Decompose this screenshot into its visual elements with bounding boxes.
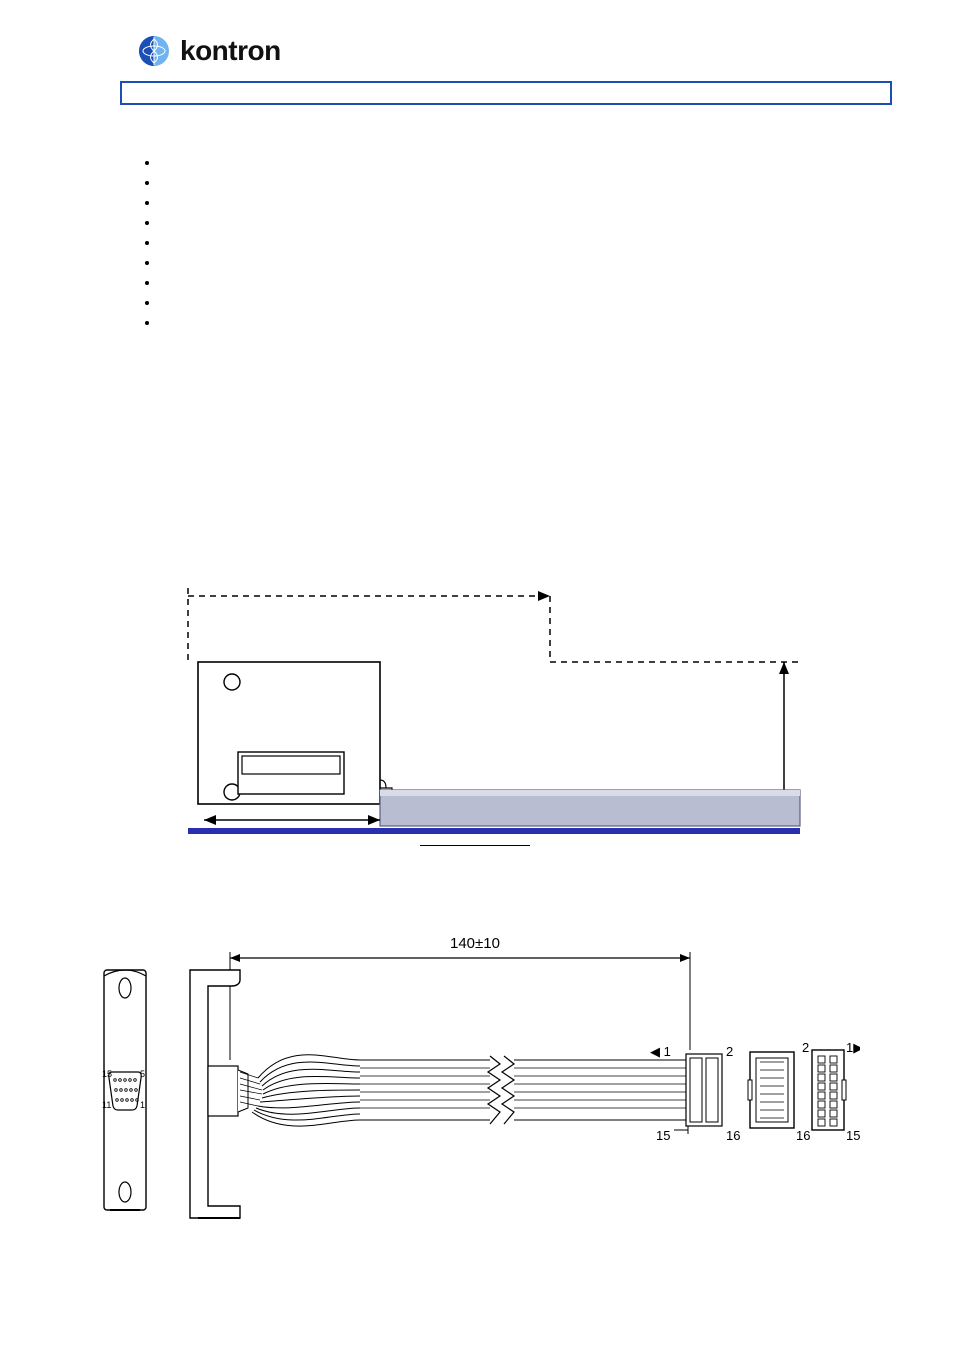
svg-text:16: 16 [726,1128,740,1143]
svg-text:1▶: 1▶ [846,1040,860,1055]
svg-text:2: 2 [726,1044,733,1059]
bullet-list [160,153,894,333]
list-item [160,253,894,273]
list-item [160,193,894,213]
brand-text: kontron [180,35,281,67]
cable-diagram: 140±10 15 5 [90,930,860,1230]
bracket-front-view: 15 5 11 1 [102,970,146,1210]
kontron-logo-icon [138,35,170,67]
diagram-caption-underline [420,845,530,846]
svg-text:15: 15 [102,1069,112,1079]
svg-text:15: 15 [846,1128,860,1143]
title-bar [120,81,892,105]
ribbon-cable [252,1055,690,1126]
bracket-diagram [180,588,820,848]
idc-connector: ◀ 1 2 15 16 [650,1044,740,1143]
idc-plug [748,1052,794,1128]
header: kontron [60,35,894,105]
board-header: 2 1▶ 16 15 [796,1040,860,1143]
svg-text:5: 5 [140,1069,145,1079]
svg-text:15: 15 [656,1128,670,1143]
svg-text:◀ 1: ◀ 1 [650,1044,671,1059]
bullet-section [120,153,894,333]
svg-text:1: 1 [140,1100,145,1110]
svg-text:16: 16 [796,1128,810,1143]
bracket-side-view [190,970,262,1218]
list-item [160,273,894,293]
page: kontron [0,0,954,1350]
svg-text:2: 2 [802,1040,809,1055]
list-item [160,233,894,253]
brand-logo: kontron [138,35,894,67]
list-item [160,313,894,333]
svg-text:11: 11 [102,1100,111,1110]
list-item [160,153,894,173]
list-item [160,213,894,233]
list-item [160,293,894,313]
list-item [160,173,894,193]
dim-label: 140±10 [450,935,500,952]
